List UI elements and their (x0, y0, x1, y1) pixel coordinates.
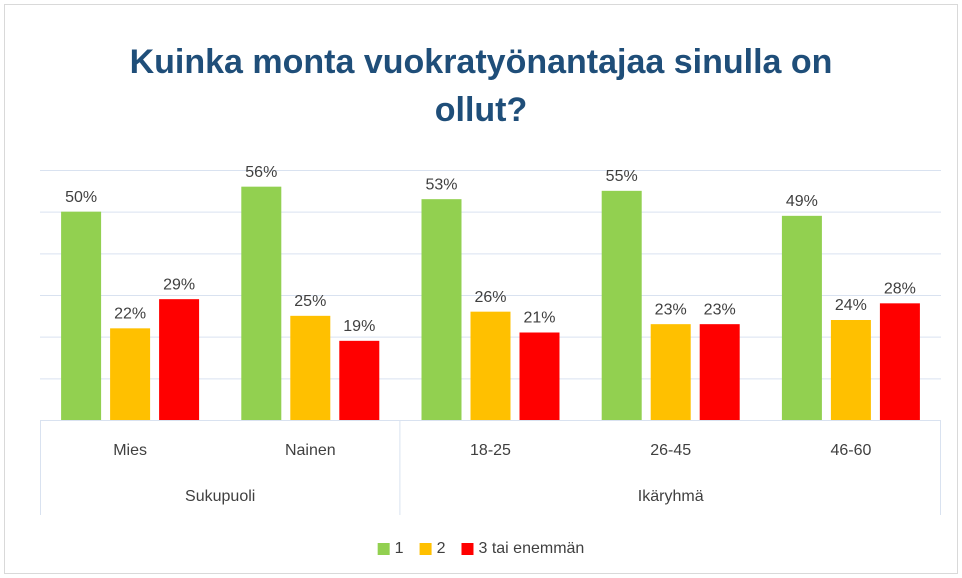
bar (421, 199, 462, 420)
value-label: 50% (65, 189, 97, 206)
legend-swatch (419, 543, 432, 555)
x-tick-label: 26-45 (650, 442, 691, 459)
bar (339, 340, 380, 420)
x-tick-label: Mies (113, 442, 147, 459)
bar (601, 190, 642, 420)
bar (290, 315, 331, 420)
x-tick-label: 18-25 (470, 442, 511, 459)
bar (650, 324, 691, 420)
bar (879, 303, 920, 420)
bar (110, 328, 151, 420)
value-label: 56% (245, 164, 277, 181)
x-tick-label: 46-60 (830, 442, 871, 459)
bar (519, 332, 560, 420)
legend-swatch (377, 543, 390, 555)
legend-label: 1 (395, 540, 404, 557)
value-label: 19% (343, 318, 375, 335)
value-label: 49% (786, 193, 818, 210)
x-tick-label: Nainen (285, 442, 336, 459)
bar (470, 311, 511, 420)
bar (241, 186, 282, 420)
value-label: 23% (655, 301, 687, 318)
value-label: 25% (294, 293, 326, 310)
value-label: 23% (704, 301, 736, 318)
chart-title: Kuinka monta vuokratyönantajaa sinulla o… (129, 43, 833, 129)
group-label: Ikäryhmä (638, 488, 704, 505)
bar (699, 324, 740, 420)
bar (159, 299, 200, 420)
bar (830, 320, 871, 420)
value-label: 22% (114, 306, 146, 323)
value-label: 29% (163, 276, 195, 293)
value-label: 53% (425, 176, 457, 193)
legend-label: 2 (437, 540, 446, 557)
bar (781, 215, 822, 420)
value-label: 28% (884, 281, 916, 298)
bar (61, 211, 102, 420)
group-label: Sukupuoli (185, 488, 255, 505)
value-label: 21% (523, 310, 555, 327)
value-label: 24% (835, 297, 867, 314)
legend-swatch (461, 543, 474, 555)
value-label: 55% (606, 168, 638, 185)
value-label: 26% (474, 289, 506, 306)
legend-label: 3 tai enemmän (478, 540, 584, 557)
